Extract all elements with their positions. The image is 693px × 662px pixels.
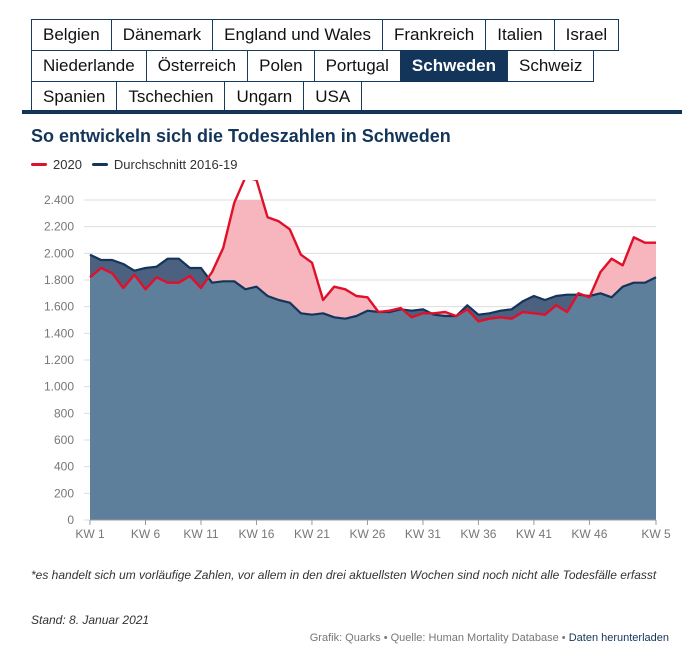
- x-tick-label: KW 5: [641, 527, 671, 541]
- tab-frankreich[interactable]: Frankreich: [381, 19, 487, 51]
- tab-england-und-wales[interactable]: England und Wales: [212, 19, 383, 51]
- x-tick-label: KW 31: [405, 527, 441, 541]
- tab-schweiz[interactable]: Schweiz: [507, 50, 595, 82]
- tab-italien[interactable]: Italien: [485, 19, 555, 51]
- download-data-link[interactable]: Daten herunterladen: [568, 632, 669, 644]
- tab-österreich[interactable]: Österreich: [145, 50, 249, 82]
- y-tick-label: 200: [54, 486, 74, 500]
- legend-swatch-average: [91, 163, 108, 166]
- average-line: [89, 253, 657, 320]
- stand-date: Stand: 8. Januar 2021: [31, 613, 150, 627]
- average-area: [90, 254, 656, 520]
- tab-dänemark[interactable]: Dänemark: [110, 19, 214, 51]
- tab-ungarn[interactable]: Ungarn: [224, 81, 305, 113]
- legend-swatch-2020: [31, 163, 47, 166]
- x-tick-label: KW 46: [571, 527, 607, 541]
- x-tick-label: KW 16: [238, 527, 274, 541]
- legend-item-average[interactable]: Durchschnitt 2016-19: [91, 157, 238, 172]
- legend-label-average: Durchschnitt 2016-19: [113, 157, 238, 172]
- tabs-divider: [22, 110, 682, 114]
- x-tick-label: KW 36: [460, 527, 496, 541]
- x-tick-label: KW 21: [294, 527, 330, 541]
- y-tick-label: 800: [54, 406, 74, 420]
- x-tick-label: KW 41: [516, 527, 552, 541]
- y-tick-label: 2.200: [44, 220, 74, 234]
- tab-usa[interactable]: USA: [303, 81, 363, 113]
- tab-row: Belgien Dänemark England und Wales Frankrei…: [31, 19, 691, 51]
- country-tabs: Belgien Dänemark England und Wales Frankrei…: [31, 19, 691, 113]
- tab-row: Niederlande Österreich Polen Portugal Schwed…: [31, 50, 691, 82]
- y-tick-label: 400: [54, 460, 74, 474]
- x-tick-label: KW 26: [349, 527, 385, 541]
- y-tick-label: 1.600: [44, 300, 74, 314]
- chart-legend: 2020 Durchschnitt 2016-19: [31, 157, 248, 172]
- y-tick-label: 1.400: [44, 326, 74, 340]
- tab-row: Spanien Tschechien Ungarn USA: [31, 81, 691, 113]
- y-tick-label: 2.000: [44, 246, 74, 260]
- y-tick-label: 0: [67, 513, 74, 527]
- credits: Grafik: Quarks • Quelle: Human Mortality…: [310, 632, 669, 644]
- footnote: *es handelt sich um vorläufige Zahlen, v…: [31, 568, 657, 582]
- chart-title: So entwickeln sich die Todeszahlen in Sc…: [31, 126, 451, 146]
- legend-label-2020: 2020: [53, 157, 82, 172]
- series-2020-line: [89, 180, 656, 323]
- y-tick-label: 600: [54, 433, 74, 447]
- y-tick-label: 2.400: [44, 193, 74, 207]
- tab-portugal[interactable]: Portugal: [313, 50, 401, 82]
- tab-niederlande[interactable]: Niederlande: [31, 50, 147, 82]
- x-tick-label: KW 11: [183, 527, 218, 541]
- credits-text: Grafik: Quarks • Quelle: Human Mortality…: [309, 632, 566, 644]
- tab-israel[interactable]: Israel: [553, 19, 620, 51]
- tab-schweden[interactable]: Schweden: [399, 50, 509, 82]
- tab-polen[interactable]: Polen: [247, 50, 315, 82]
- y-tick-label: 1.000: [44, 380, 74, 394]
- legend-item-2020[interactable]: 2020: [31, 157, 82, 172]
- y-tick-label: 1.800: [44, 273, 74, 287]
- mortality-area-chart: 0 200 400 600 800 1.000 1.200 1.400 1.600 1.800 2.…: [44, 180, 671, 541]
- tab-belgien[interactable]: Belgien: [31, 19, 112, 51]
- excess-area: [90, 200, 656, 319]
- x-tick-label: KW 1: [75, 527, 105, 541]
- tab-tschechien[interactable]: Tschechien: [116, 81, 226, 113]
- x-tick-label: KW 6: [131, 527, 161, 541]
- y-tick-label: 1.200: [44, 353, 74, 367]
- tab-spanien[interactable]: Spanien: [31, 81, 118, 113]
